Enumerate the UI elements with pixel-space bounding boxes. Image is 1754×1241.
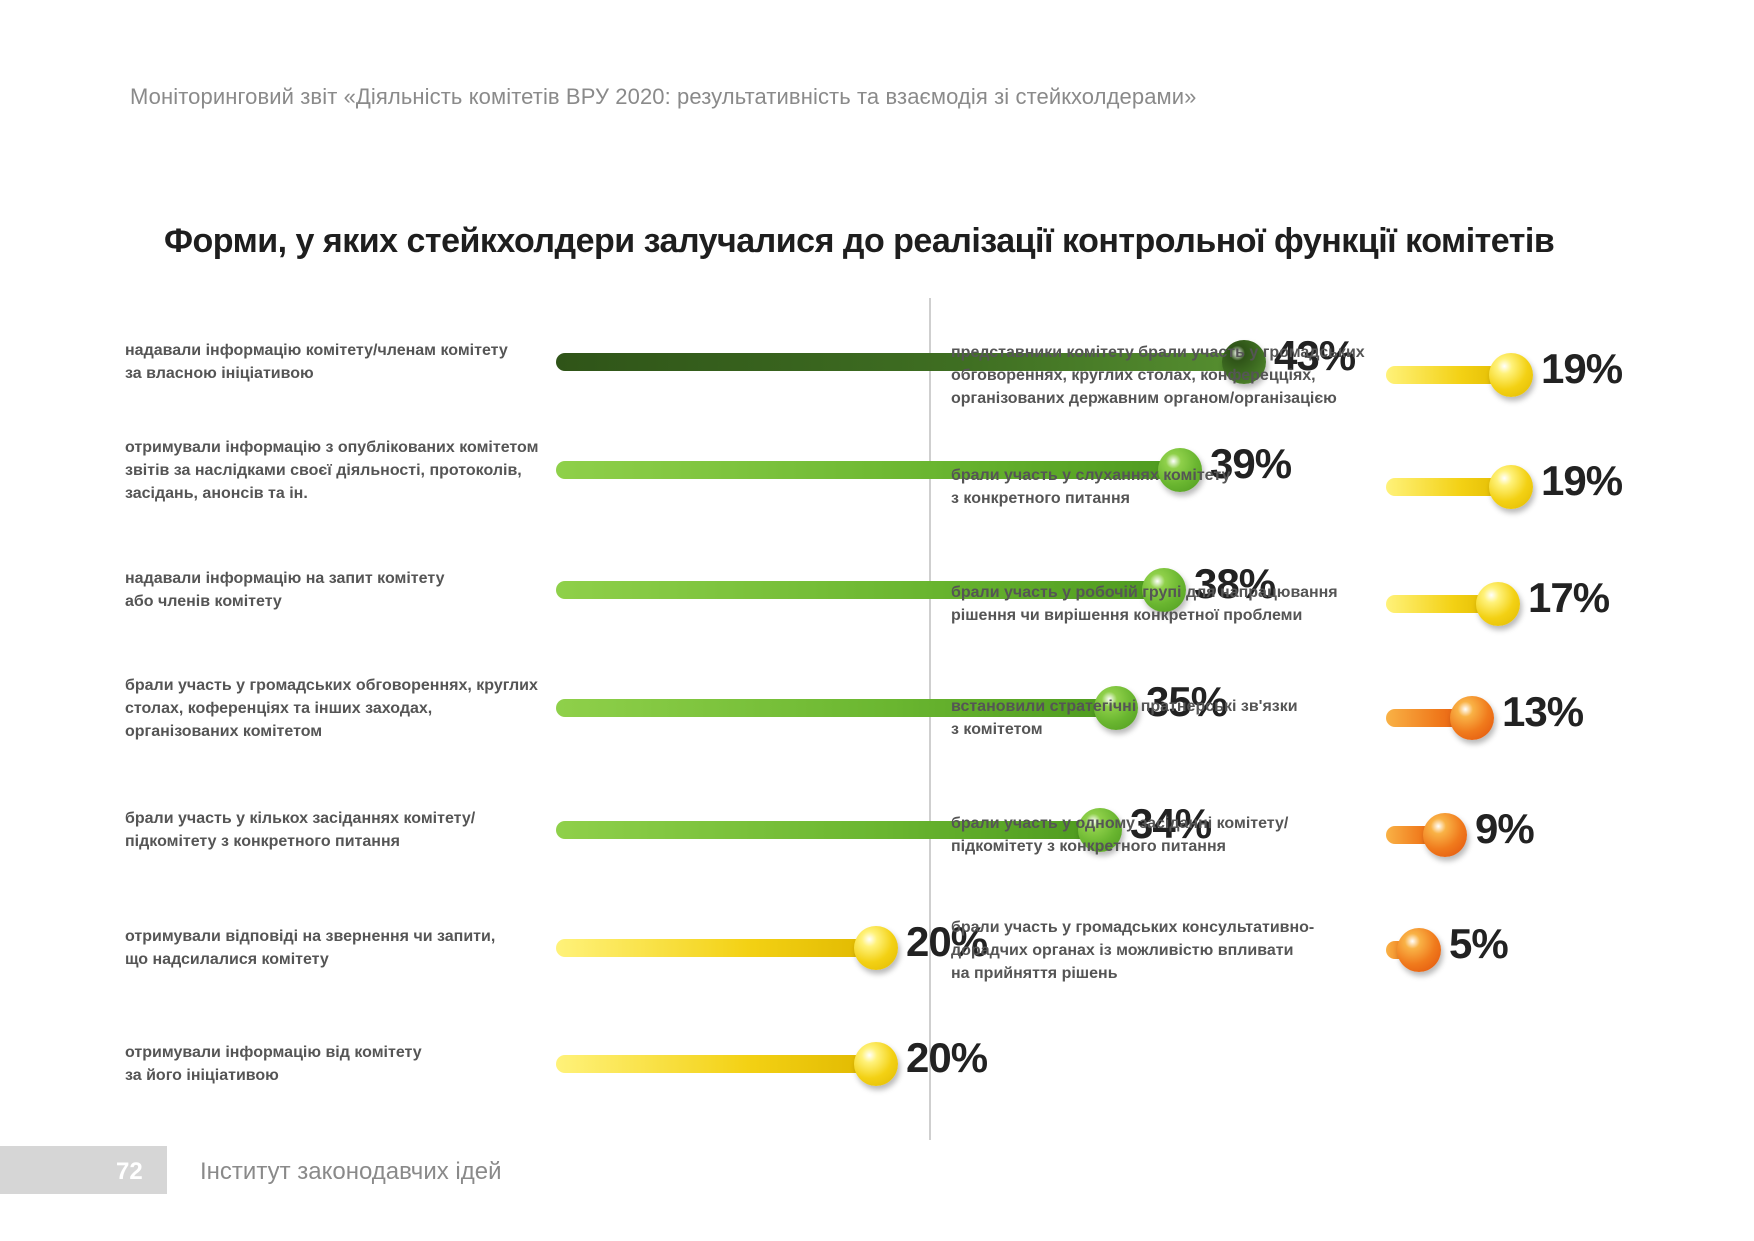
item-label: брали участь у кількох засіданнях коміте… <box>125 807 475 853</box>
item-label: брали участь у одному засіданні комітету… <box>951 812 1288 858</box>
item-label-line: брали участь у кількох засіданнях коміте… <box>125 810 476 827</box>
item-label: брали участь у робочій групі для напрацю… <box>951 581 1338 627</box>
column-divider <box>929 298 931 1140</box>
bar-knob <box>1397 928 1441 972</box>
item-label: отримували інформацію з опублікованих ко… <box>125 436 538 505</box>
item-label-line: підкомітету з конкретного питання <box>951 838 1226 855</box>
value-label: 35% <box>1146 678 1228 725</box>
bar-knob <box>1094 686 1138 730</box>
bar <box>556 461 1180 479</box>
bar <box>556 699 1116 717</box>
page-number-box <box>0 1146 167 1194</box>
item-label-line: з комітетом <box>951 721 1043 738</box>
bar <box>556 821 1100 839</box>
bar <box>1386 595 1498 613</box>
item-label-line: встановили стратегічні пратнерські зв'яз… <box>951 698 1298 715</box>
value-label: 20% <box>906 1034 988 1081</box>
bar-knob <box>1489 465 1533 509</box>
item-label-line: що надсилалися комітету <box>125 951 329 968</box>
item-label-line: засідань, анонсів та ін. <box>125 484 308 502</box>
item-label: надавали інформацію на запит комітету або… <box>125 567 444 613</box>
bar-knob <box>1489 353 1533 397</box>
report-header: Моніторинговий звіт «Діяльність комітеті… <box>130 84 1197 109</box>
item-label-line: обговореннях, круглих столах, конферецці… <box>951 366 1316 384</box>
bar-knob <box>1158 448 1202 492</box>
bar-knob <box>1142 568 1186 612</box>
bar-knob <box>1423 813 1467 857</box>
bar-knob <box>1078 808 1122 852</box>
item-label: встановили стратегічні пратнерські зв'яз… <box>951 695 1298 741</box>
footer-organization: Інститут законодавчих ідей <box>200 1158 502 1185</box>
value-label: 13% <box>1502 688 1584 735</box>
item-label-line: надавали інформацію на запит комітету <box>125 570 445 587</box>
item-label: надавали інформацію комітету/членам комі… <box>125 339 508 385</box>
item-label: представники комітету брали участь у гро… <box>951 341 1365 410</box>
bar-knob <box>854 926 898 970</box>
value-label: 43% <box>1274 332 1356 379</box>
item-label-line: надавали інформацію комітету/членам комі… <box>125 342 508 359</box>
value-label: 34% <box>1130 800 1212 847</box>
item-label: брали участь у громадських консультативн… <box>951 916 1314 985</box>
value-label: 5% <box>1449 920 1509 967</box>
value-label: 19% <box>1541 345 1623 392</box>
bar-knob <box>1222 340 1266 384</box>
item-label-line: брали участь у одному засіданні комітету… <box>951 815 1289 832</box>
item-label-line: звітів за наслідками своєї діяльності, п… <box>125 461 522 479</box>
item-label-line: брали участь у громадських консультативн… <box>951 918 1315 936</box>
value-label: 39% <box>1210 440 1292 487</box>
value-label: 17% <box>1528 574 1610 621</box>
item-label-line: за власною ініціативою <box>125 365 314 382</box>
bar <box>556 1055 876 1073</box>
item-label-line: організованих державним органом/організа… <box>951 389 1337 407</box>
bar <box>1386 366 1511 384</box>
item-label: брали участь у слуханнях комітету з конкр… <box>951 464 1231 510</box>
item-label-line: дорадчих органах із можливістю впливати <box>951 941 1294 959</box>
bar <box>556 353 1244 371</box>
item-label-line: за його ініціативою <box>125 1067 279 1084</box>
item-label-line: отримували відповіді на звернення чи зап… <box>125 928 496 945</box>
item-label-line: на прийняття рішень <box>951 964 1118 982</box>
value-label: 19% <box>1541 457 1623 504</box>
bar <box>556 581 1164 599</box>
chart-title: Форми, у яких стейкхолдери залучалися до… <box>164 222 1555 260</box>
item-label-line: отримували інформацію з опублікованих ко… <box>125 438 539 456</box>
item-label-line: представники комітету брали участь у гро… <box>951 343 1365 361</box>
item-label-line: брали участь у робочій групі для напрацю… <box>951 584 1338 601</box>
value-label: 9% <box>1475 805 1535 852</box>
item-label-line: підкомітету з конкретного питання <box>125 833 400 850</box>
item-label-line: столах, коференціях та інших заходах, <box>125 699 433 717</box>
item-label-line: брали участь у слуханнях комітету <box>951 467 1231 484</box>
item-label-line: з конкретного питання <box>951 490 1130 507</box>
bar-knob <box>1476 582 1520 626</box>
item-label-line: або членів комітету <box>125 593 282 610</box>
bar <box>1386 478 1511 496</box>
page-number: 72 <box>116 1158 143 1185</box>
item-label-line: організованих комітетом <box>125 722 323 740</box>
value-label: 20% <box>906 918 988 965</box>
item-label: отримували інформацію від комітету за йог… <box>125 1041 422 1087</box>
item-label: брали участь у громадських обговореннях,… <box>125 674 538 743</box>
bar-knob <box>854 1042 898 1086</box>
item-label: отримували відповіді на звернення чи зап… <box>125 925 495 971</box>
item-label-line: отримували інформацію від комітету <box>125 1044 422 1061</box>
item-label-line: брали участь у громадських обговореннях,… <box>125 676 538 694</box>
bar <box>556 939 876 957</box>
value-label: 38% <box>1194 560 1276 607</box>
bar-knob <box>1450 696 1494 740</box>
item-label-line: рішення чи вирішення конкретної проблеми <box>951 607 1303 624</box>
